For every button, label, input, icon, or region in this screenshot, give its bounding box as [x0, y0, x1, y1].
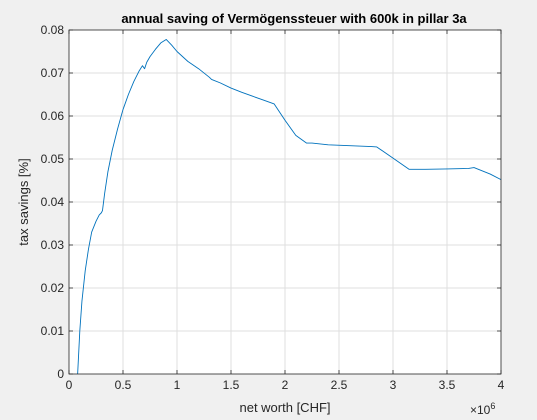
y-tick-label: 0 — [57, 367, 64, 381]
x-exponent-base: ×10 — [470, 403, 491, 417]
x-axis-label: net worth [CHF] — [239, 400, 330, 415]
axis-ticks — [68, 29, 502, 375]
y-tick-label: 0.04 — [41, 195, 65, 209]
x-tick-label: 3.5 — [439, 378, 456, 392]
x-tick-label: 2.5 — [331, 378, 348, 392]
x-tick-label: 2 — [282, 378, 289, 392]
y-tick-label: 0.08 — [41, 23, 65, 37]
x-tick-label: 0 — [66, 378, 73, 392]
x-tick-label: 3 — [390, 378, 397, 392]
y-tick-labels: 0 0.01 0.02 0.03 0.04 0.05 0.06 0.07 0.08 — [41, 23, 65, 381]
y-axis-label: tax savings [%] — [16, 158, 31, 245]
x-tick-label: 0.5 — [115, 378, 132, 392]
x-tick-label: 4 — [498, 378, 505, 392]
y-tick-label: 0.06 — [41, 109, 65, 123]
y-tick-label: 0.03 — [41, 238, 65, 252]
series-layer — [77, 39, 502, 375]
y-tick-label: 0.05 — [41, 152, 65, 166]
y-tick-label: 0.07 — [41, 66, 65, 80]
y-tick-label: 0.02 — [41, 281, 65, 295]
x-tick-label: 1.5 — [223, 378, 240, 392]
chart-title: annual saving of Vermögenssteuer with 60… — [121, 11, 467, 26]
x-exponent-label: ×106 — [470, 401, 495, 417]
y-tick-label: 0.01 — [41, 324, 65, 338]
x-tick-label: 1 — [174, 378, 181, 392]
series-line — [77, 39, 502, 375]
grid-lines — [69, 30, 501, 374]
x-tick-labels: 0 0.5 1 1.5 2 2.5 3 3.5 4 — [66, 378, 505, 392]
x-exponent-power: 6 — [490, 401, 495, 411]
